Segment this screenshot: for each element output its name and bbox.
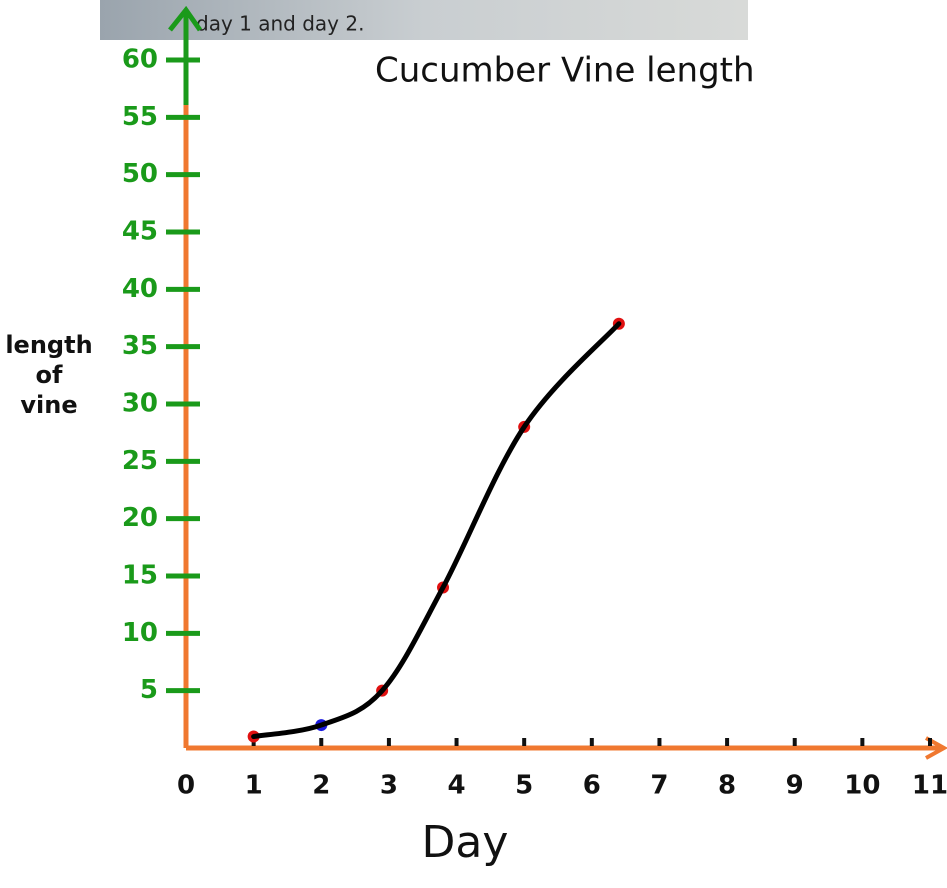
x-tick-label: 7 bbox=[650, 771, 668, 801]
x-tick-label: 11 bbox=[912, 771, 947, 801]
y-tick-label: 20 bbox=[122, 503, 158, 533]
x-tick-label: 6 bbox=[583, 771, 601, 801]
y-tick-label: 60 bbox=[122, 45, 158, 75]
y-tick-label: 50 bbox=[122, 159, 158, 189]
x-axis-label: Day bbox=[422, 817, 509, 868]
y-tick-label: 55 bbox=[122, 102, 158, 132]
snippet-text: day 1 and day 2. bbox=[196, 12, 364, 36]
y-tick-label: 30 bbox=[122, 389, 158, 419]
y-tick-label: 15 bbox=[122, 561, 158, 591]
x-tick-label: 8 bbox=[718, 771, 736, 801]
x-tick-label: 1 bbox=[245, 771, 263, 801]
y-tick-label: 35 bbox=[122, 331, 158, 361]
x-tick-label: 0 bbox=[177, 771, 195, 801]
line bbox=[254, 324, 619, 737]
x-tick-label: 5 bbox=[515, 771, 533, 801]
y-axis-label: length of vine bbox=[4, 330, 94, 420]
y-axis-label-box: length of vine bbox=[4, 330, 94, 450]
y-tick-label: 45 bbox=[122, 217, 158, 247]
chart: day 1 and day 2. Cucumber Vine length Da… bbox=[0, 0, 947, 888]
y-tick-label: 40 bbox=[122, 274, 158, 304]
chart-title: Cucumber Vine length bbox=[375, 51, 755, 91]
x-tick-label: 9 bbox=[786, 771, 804, 801]
x-tick-label: 3 bbox=[380, 771, 398, 801]
x-tick-label: 4 bbox=[447, 771, 465, 801]
y-tick-label: 25 bbox=[122, 446, 158, 476]
y-tick-label: 10 bbox=[122, 618, 158, 648]
x-tick-label: 2 bbox=[312, 771, 330, 801]
x-tick-label: 10 bbox=[844, 771, 880, 801]
y-tick-label: 5 bbox=[140, 675, 158, 705]
